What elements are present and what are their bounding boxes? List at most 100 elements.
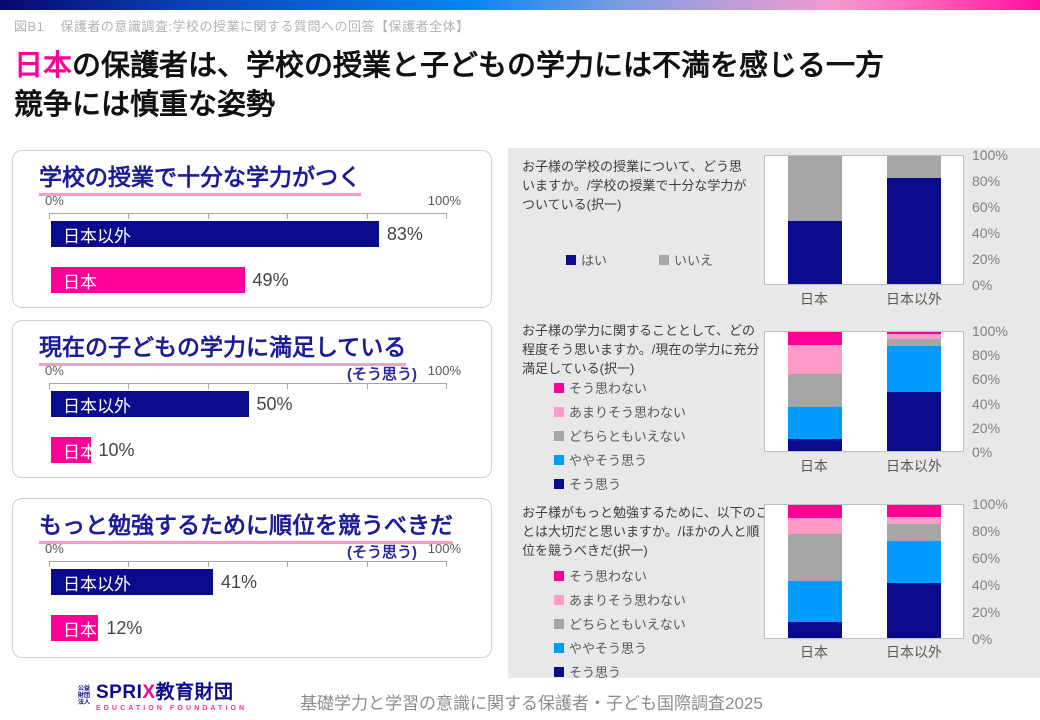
legend-item: そう思わない	[554, 378, 686, 397]
stack-segment	[788, 221, 842, 284]
stack-segment	[788, 345, 842, 374]
stack-segment	[788, 518, 842, 535]
category-label: 日本	[800, 291, 828, 307]
legend-swatch	[554, 430, 564, 441]
logo-wordmark: SPRIX教育財団	[96, 682, 234, 703]
bar-value: 10%	[98, 439, 135, 460]
legend-swatch	[554, 618, 564, 629]
logo-prefix: 公益財団法人	[78, 686, 91, 706]
legend-swatch	[659, 254, 670, 265]
survey-detail-panel: お子様の学校の授業について、どう思いますか。/学校の授業で十分な学力がついている…	[508, 147, 1040, 681]
panel-school-lessons: 学校の授業で十分な学力がつく 0% 100% 日本以外 83% 日本 49%	[12, 150, 492, 308]
category-label: 日本以外	[886, 458, 942, 474]
y-axis-label: 20%	[972, 419, 1001, 436]
y-axis-label: 80%	[972, 523, 1001, 539]
stack-japan	[788, 332, 842, 451]
legend-swatch	[554, 642, 564, 653]
axis-min-label: 0%	[45, 363, 64, 378]
axis-max-label: 100%	[427, 193, 461, 208]
stacked-chart-2	[764, 331, 964, 452]
axis-ruler	[49, 383, 448, 389]
panel-title: もっと勉強するために順位を競うべきだ	[39, 506, 453, 544]
stack-segment	[887, 505, 941, 518]
legend-swatch	[554, 478, 564, 489]
stack-segment	[887, 332, 941, 335]
y-axis-label: 40%	[972, 577, 1001, 593]
y-axis-chart-3: 100% 80% 60% 40% 20% 0%	[972, 496, 1008, 647]
axis-labels: 0% 100%	[13, 193, 491, 209]
legend-label: はい	[581, 253, 608, 268]
y-axis-label: 20%	[972, 251, 1001, 267]
stack-non-japan	[887, 332, 941, 451]
stack-segment	[887, 523, 941, 541]
stack-segment	[887, 583, 941, 638]
stack-segment	[788, 156, 842, 222]
category-label: 日本以外	[886, 291, 942, 307]
legend-swatch	[554, 454, 564, 465]
bar-label: 日本以外	[63, 396, 131, 416]
legend-item: そう思わない	[554, 566, 686, 585]
bar-japan: 日本	[51, 437, 97, 463]
legend-label: どちらともいえない	[569, 429, 686, 444]
bar-label: 日本	[63, 442, 97, 462]
y-axis-label: 20%	[972, 604, 1001, 620]
legend-item: はい	[566, 250, 607, 269]
bar-row: 日本 49%	[51, 267, 446, 293]
x-categories-chart-3: 日本 日本以外	[764, 642, 964, 660]
source-citation: 基礎学力と学習の意識に関する保護者・子ども国際調査2025	[300, 694, 763, 713]
stack-segment	[887, 156, 941, 178]
stack-segment	[788, 406, 842, 440]
title-highlight: 日本	[14, 50, 73, 82]
legend-chart-3: そう思わない あまりそう思わない どちらともいえない ややそう思う そう思う	[554, 566, 686, 681]
category-label: 日本	[800, 458, 828, 474]
legend-swatch	[554, 594, 564, 605]
question-text-2: お子様の学力に関することとして、どの程度そう思いますか。/現在の学力に充分満足し…	[522, 323, 760, 376]
legend-item: あまりそう思わない	[554, 590, 686, 609]
axis-max-label: 100%	[427, 541, 461, 556]
legend-item: ややそう思う	[554, 450, 686, 469]
legend-chart-1: はい いいえ	[566, 250, 713, 269]
bar-label: 日本以外	[63, 574, 131, 594]
bar-label: 日本以外	[63, 226, 131, 246]
stack-japan	[788, 156, 842, 284]
stack-japan	[788, 505, 842, 638]
stack-segment	[887, 391, 941, 451]
legend-label: ややそう思う	[569, 453, 648, 468]
legend-item: そう思う	[554, 474, 686, 493]
y-axis-label: 0%	[972, 443, 993, 460]
panel-satisfaction: 現在の子どもの学力に満足している 0% (そう思う) 100% 日本以外 50%…	[12, 320, 492, 478]
question-text-3: お子様がもっと勉強するために、以下のことは大切だと思いますか。/ほかの人と順位を…	[522, 505, 769, 558]
bar-row: 日本以外 41%	[51, 569, 446, 595]
axis-ruler	[49, 213, 448, 219]
axis-subtitle: (そう思う)	[347, 544, 417, 561]
y-axis-label: 40%	[972, 225, 1001, 241]
bar-value: 12%	[106, 617, 143, 638]
legend-swatch	[554, 382, 564, 393]
panel-competition: もっと勉強するために順位を競うべきだ 0% (そう思う) 100% 日本以外 4…	[12, 498, 492, 658]
legend-label: どちらともいえない	[569, 617, 686, 632]
y-axis-label: 100%	[972, 496, 1008, 512]
axis-labels: 0% (そう思う) 100%	[13, 541, 491, 561]
y-axis-label: 60%	[972, 371, 1001, 388]
stack-segment	[788, 622, 842, 638]
legend-chart-2: そう思わない あまりそう思わない どちらともいえない ややそう思う そう思う	[554, 378, 686, 493]
panel-title: 現在の子どもの学力に満足している	[39, 328, 407, 366]
y-axis-label: 100%	[972, 147, 1008, 163]
category-label: 日本	[800, 644, 828, 660]
stack-segment	[788, 534, 842, 581]
axis-subtitle: (そう思う)	[347, 366, 417, 383]
x-categories-chart-2: 日本 日本以外	[764, 456, 964, 474]
legend-item: いいえ	[659, 250, 713, 269]
stacked-chart-3	[764, 504, 964, 639]
stack-segment	[887, 517, 941, 524]
legend-swatch	[566, 254, 576, 265]
stack-segment	[788, 505, 842, 519]
page-title: 日本の保護者は、学校の授業と子どもの学力には不満を感じる一方 競争には慎重な姿勢	[14, 47, 884, 125]
legend-swatch	[554, 666, 564, 677]
legend-item: どちらともいえない	[554, 426, 686, 445]
axis-min-label: 0%	[45, 541, 64, 556]
axis-labels: 0% (そう思う) 100%	[13, 363, 491, 383]
stack-segment	[788, 580, 842, 623]
legend-item: どちらともいえない	[554, 614, 686, 633]
legend-label: ややそう思う	[569, 641, 648, 656]
